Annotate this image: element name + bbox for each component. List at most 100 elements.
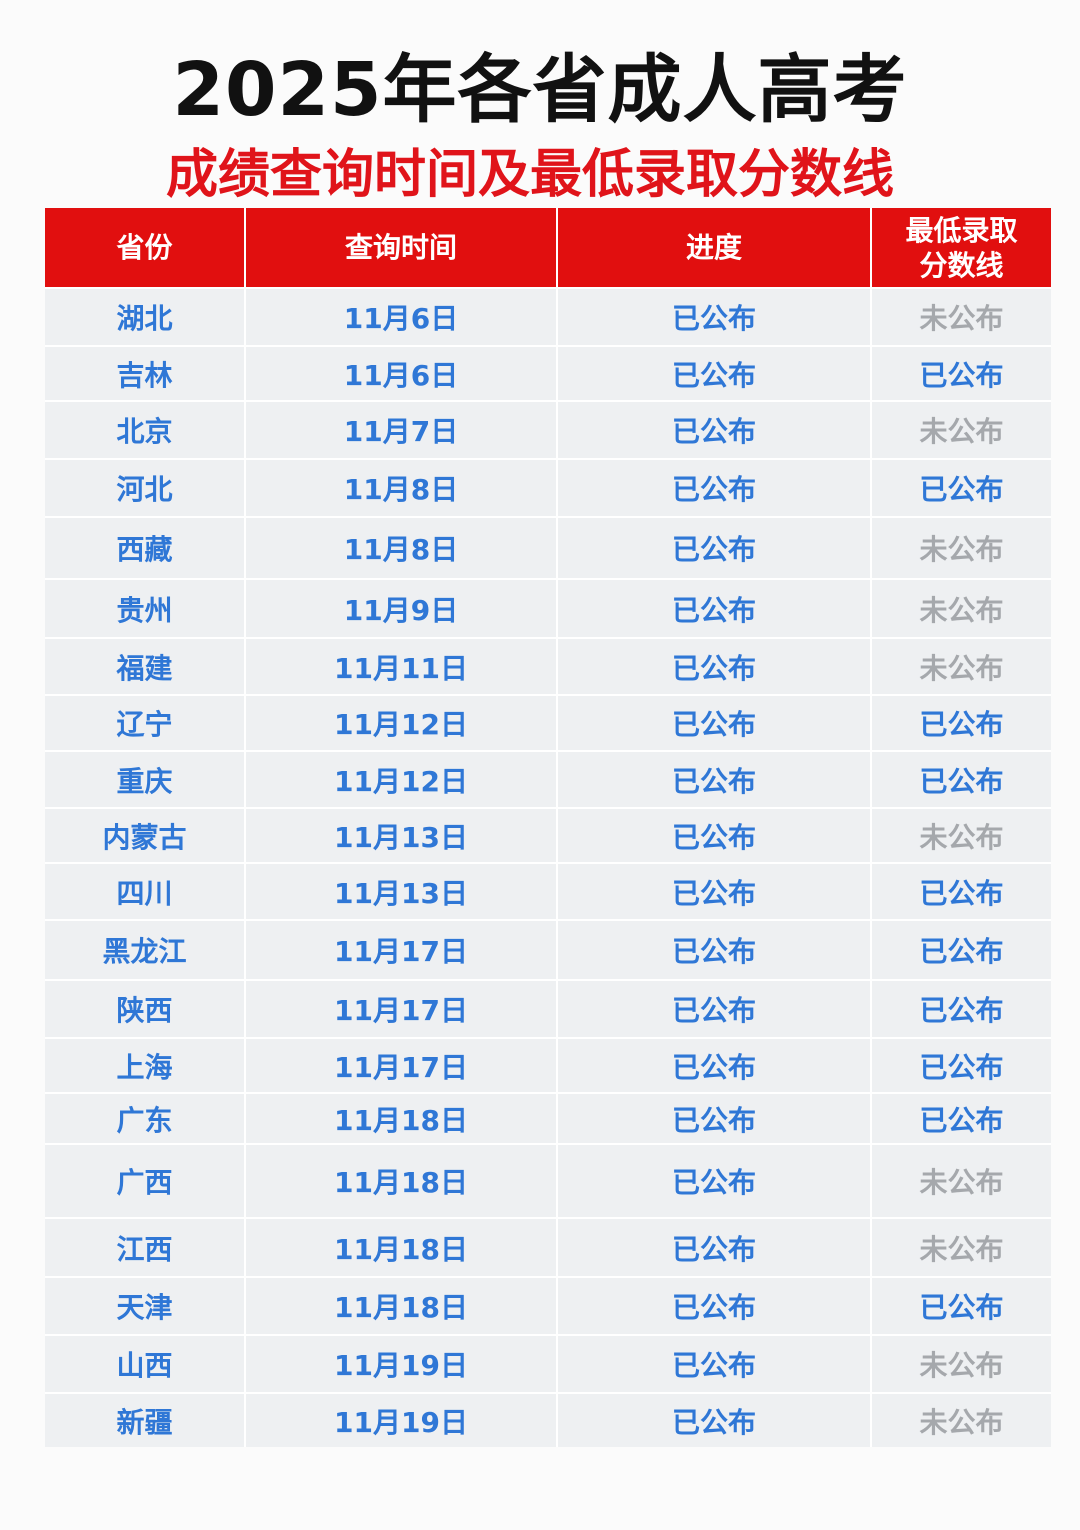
cell-min-score: 已公布	[870, 862, 1051, 920]
table-header-row: 省份 查询时间 进度 最低录取 分数线	[45, 208, 1051, 288]
cell-province: 湖北	[45, 287, 245, 346]
cell-query-time: 11月7日	[244, 400, 557, 459]
cell-province: 新疆	[45, 1392, 245, 1447]
table-row: 西藏 11月8日 已公布 未公布	[45, 516, 1051, 579]
cell-min-score: 未公布	[870, 287, 1051, 346]
table-row: 黑龙江 11月17日 已公布 已公布	[45, 919, 1051, 980]
cell-progress: 已公布	[556, 1143, 871, 1218]
cell-min-score: 已公布	[870, 750, 1051, 808]
table-row: 贵州 11月9日 已公布 未公布	[45, 578, 1051, 638]
cell-min-score: 未公布	[870, 1392, 1051, 1447]
cell-progress: 已公布	[556, 1217, 871, 1277]
cell-province: 福建	[45, 637, 245, 695]
cell-min-score: 已公布	[870, 458, 1051, 517]
cell-progress: 已公布	[556, 1276, 871, 1335]
cell-query-time: 11月9日	[244, 578, 557, 638]
table-row: 山西 11月19日 已公布 未公布	[45, 1334, 1051, 1393]
table-row: 广东 11月18日 已公布 已公布	[45, 1092, 1051, 1144]
cell-province: 北京	[45, 400, 245, 459]
cell-province: 天津	[45, 1276, 245, 1335]
cell-progress: 已公布	[556, 637, 871, 695]
header-query-time: 查询时间	[244, 208, 557, 288]
score-table: 省份 查询时间 进度 最低录取 分数线 湖北 11月6日 已公布 未公布 吉林 11月6日…	[45, 208, 1051, 1447]
cell-progress: 已公布	[556, 1092, 871, 1144]
table-row: 江西 11月18日 已公布 未公布	[45, 1217, 1051, 1277]
table-row: 上海 11月17日 已公布 已公布	[45, 1037, 1051, 1093]
cell-province: 广西	[45, 1143, 245, 1218]
cell-query-time: 11月18日	[244, 1276, 557, 1335]
cell-progress: 已公布	[556, 1037, 871, 1093]
cell-query-time: 11月18日	[244, 1143, 557, 1218]
cell-query-time: 11月12日	[244, 694, 557, 751]
cell-query-time: 11月13日	[244, 862, 557, 920]
cell-min-score: 已公布	[870, 1037, 1051, 1093]
cell-progress: 已公布	[556, 979, 871, 1038]
cell-query-time: 11月18日	[244, 1217, 557, 1277]
header-progress: 进度	[556, 208, 871, 288]
cell-min-score: 已公布	[870, 345, 1051, 401]
cell-min-score: 未公布	[870, 1334, 1051, 1393]
cell-province: 山西	[45, 1334, 245, 1393]
table-row: 福建 11月11日 已公布 未公布	[45, 637, 1051, 695]
cell-min-score: 未公布	[870, 578, 1051, 638]
cell-query-time: 11月11日	[244, 637, 557, 695]
cell-min-score: 已公布	[870, 694, 1051, 751]
cell-province: 四川	[45, 862, 245, 920]
cell-min-score: 未公布	[870, 807, 1051, 863]
cell-province: 江西	[45, 1217, 245, 1277]
page-subtitle: 成绩查询时间及最低录取分数线	[165, 145, 894, 205]
cell-min-score: 未公布	[870, 516, 1051, 579]
cell-query-time: 11月6日	[244, 345, 557, 401]
cell-province: 内蒙古	[45, 807, 245, 863]
cell-province: 重庆	[45, 750, 245, 808]
cell-query-time: 11月8日	[244, 516, 557, 579]
cell-min-score: 已公布	[870, 919, 1051, 980]
cell-progress: 已公布	[556, 578, 871, 638]
cell-min-score: 未公布	[870, 637, 1051, 695]
cell-progress: 已公布	[556, 345, 871, 401]
page-title: 2025年各省成人高考	[172, 47, 908, 133]
table-row: 陕西 11月17日 已公布 已公布	[45, 979, 1051, 1038]
table-row: 吉林 11月6日 已公布 已公布	[45, 345, 1051, 401]
table-row: 天津 11月18日 已公布 已公布	[45, 1276, 1051, 1335]
table-row: 湖北 11月6日 已公布 未公布	[45, 287, 1051, 346]
header-min-score: 最低录取 分数线	[870, 208, 1051, 288]
cell-progress: 已公布	[556, 694, 871, 751]
cell-province: 黑龙江	[45, 919, 245, 980]
cell-min-score: 已公布	[870, 1092, 1051, 1144]
cell-province: 西藏	[45, 516, 245, 579]
cell-query-time: 11月17日	[244, 1037, 557, 1093]
cell-province: 河北	[45, 458, 245, 517]
cell-province: 贵州	[45, 578, 245, 638]
cell-province: 上海	[45, 1037, 245, 1093]
table-row: 四川 11月13日 已公布 已公布	[45, 862, 1051, 920]
cell-province: 辽宁	[45, 694, 245, 751]
table-row: 新疆 11月19日 已公布 未公布	[45, 1392, 1051, 1447]
table-row: 广西 11月18日 已公布 未公布	[45, 1143, 1051, 1218]
cell-progress: 已公布	[556, 287, 871, 346]
cell-progress: 已公布	[556, 516, 871, 579]
cell-progress: 已公布	[556, 919, 871, 980]
cell-min-score: 已公布	[870, 979, 1051, 1038]
cell-progress: 已公布	[556, 400, 871, 459]
cell-query-time: 11月19日	[244, 1334, 557, 1393]
cell-progress: 已公布	[556, 1392, 871, 1447]
cell-query-time: 11月8日	[244, 458, 557, 517]
cell-query-time: 11月12日	[244, 750, 557, 808]
cell-query-time: 11月13日	[244, 807, 557, 863]
cell-progress: 已公布	[556, 458, 871, 517]
cell-query-time: 11月17日	[244, 979, 557, 1038]
cell-province: 吉林	[45, 345, 245, 401]
cell-query-time: 11月17日	[244, 919, 557, 980]
cell-province: 广东	[45, 1092, 245, 1144]
cell-query-time: 11月18日	[244, 1092, 557, 1144]
table-row: 河北 11月8日 已公布 已公布	[45, 458, 1051, 517]
table-row: 辽宁 11月12日 已公布 已公布	[45, 694, 1051, 751]
cell-min-score: 未公布	[870, 400, 1051, 459]
cell-query-time: 11月6日	[244, 287, 557, 346]
cell-progress: 已公布	[556, 862, 871, 920]
table-row: 北京 11月7日 已公布 未公布	[45, 400, 1051, 459]
cell-progress: 已公布	[556, 807, 871, 863]
cell-min-score: 未公布	[870, 1143, 1051, 1218]
table-row: 重庆 11月12日 已公布 已公布	[45, 750, 1051, 808]
